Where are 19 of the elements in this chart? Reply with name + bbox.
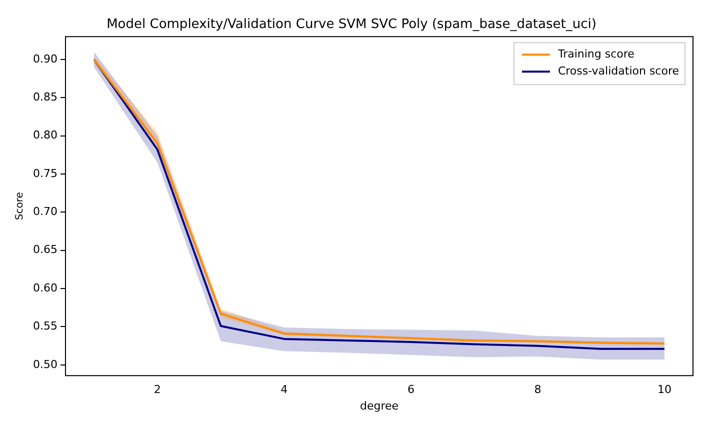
y-tick-label: 0.85 xyxy=(32,90,58,104)
x-tick-label: 8 xyxy=(534,383,542,396)
y-tick-label: 0.50 xyxy=(32,358,58,371)
y-tick-label: 0.60 xyxy=(32,281,58,294)
x-tick-label: 10 xyxy=(657,383,672,396)
x-tick-label: 4 xyxy=(280,383,288,396)
x-tick-label: 2 xyxy=(154,383,161,396)
y-tick-label: 0.65 xyxy=(32,243,58,256)
y-tick-label: 0.75 xyxy=(32,166,58,180)
legend-label: Training score xyxy=(556,47,635,60)
y-tick-label: 0.90 xyxy=(32,52,58,66)
x-axis-title: degree xyxy=(360,399,399,412)
y-axis-title: Score xyxy=(14,192,26,220)
x-tick-label: 6 xyxy=(407,383,414,396)
y-tick-label: 0.80 xyxy=(32,128,58,142)
y-tick-label: 0.70 xyxy=(32,205,58,218)
y-tick-label: 0.55 xyxy=(32,320,58,333)
chart-title: Model Complexity/Validation Curve SVM SVC Poly (spam_base_dataset_uci) xyxy=(106,17,596,32)
legend-label: Cross-validation score xyxy=(558,64,680,78)
